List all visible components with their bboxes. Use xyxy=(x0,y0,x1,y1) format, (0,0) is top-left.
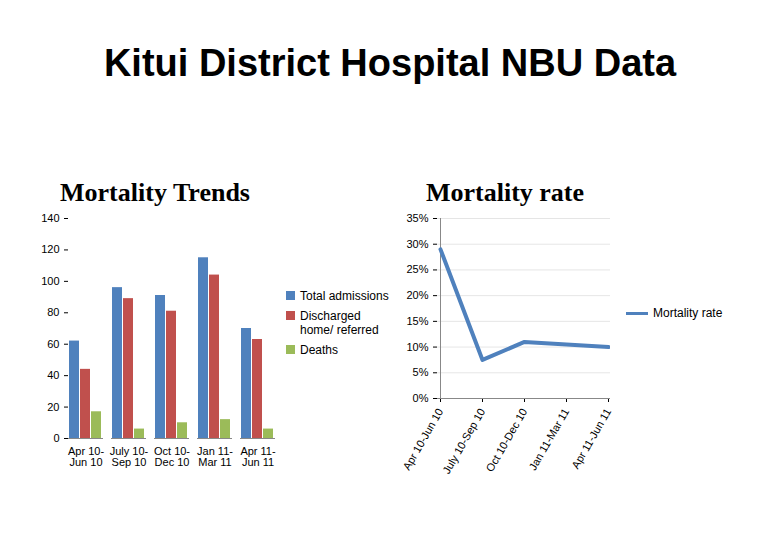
svg-text:July 10-Sep 10: July 10-Sep 10 xyxy=(440,406,487,476)
svg-text:0%: 0% xyxy=(413,392,429,404)
html-text:Discharged home/ referred: Discharged home/ referred xyxy=(300,309,379,337)
svg-text:Oct 10-Dec 10: Oct 10-Dec 10 xyxy=(483,406,529,473)
svg-text:60: 60 xyxy=(47,338,59,350)
svg-text:100: 100 xyxy=(41,275,59,287)
svg-text:Jan 11-Mar 11: Jan 11-Mar 11 xyxy=(197,445,233,468)
svg-text:35%: 35% xyxy=(406,212,428,224)
svg-text:80: 80 xyxy=(47,306,59,318)
svg-text:25%: 25% xyxy=(406,263,428,275)
svg-text:Apr 10-Jun 10: Apr 10-Jun 10 xyxy=(400,406,445,472)
svg-text:July 10-Sep 10: July 10-Sep 10 xyxy=(110,445,149,468)
html-text:Kitui District Hospital NBU Da: Kitui District Hospital NBU Data xyxy=(103,42,677,84)
svg-text:0: 0 xyxy=(53,432,59,444)
svg-text:5%: 5% xyxy=(413,366,429,378)
html-text:Mortality rate: Mortality rate xyxy=(426,178,584,207)
html-text:Total admissions: Total admissions xyxy=(300,289,389,303)
svg-text:Oct 10-Dec 10: Oct 10-Dec 10 xyxy=(154,445,190,468)
svg-text:40: 40 xyxy=(47,369,59,381)
html-text:Mortality Trends: Mortality Trends xyxy=(60,178,250,207)
svg-text:15%: 15% xyxy=(406,315,428,327)
html-text:Mortality rate: Mortality rate xyxy=(653,306,723,320)
svg-text:Apr 11-Jun 11: Apr 11-Jun 11 xyxy=(569,406,613,470)
svg-text:140: 140 xyxy=(41,212,59,224)
svg-text:Apr 10-Jun 10: Apr 10-Jun 10 xyxy=(68,445,104,468)
svg-text:10%: 10% xyxy=(406,341,428,353)
svg-text:20: 20 xyxy=(47,401,59,413)
svg-text:30%: 30% xyxy=(406,238,428,250)
svg-text:120: 120 xyxy=(41,243,59,255)
html-text:Deaths: Deaths xyxy=(300,343,338,357)
svg-text:20%: 20% xyxy=(406,289,428,301)
svg-text:Jan 11-Mar 11: Jan 11-Mar 11 xyxy=(526,406,571,472)
svg-text:Apr 11-Jun 11: Apr 11-Jun 11 xyxy=(240,445,276,468)
